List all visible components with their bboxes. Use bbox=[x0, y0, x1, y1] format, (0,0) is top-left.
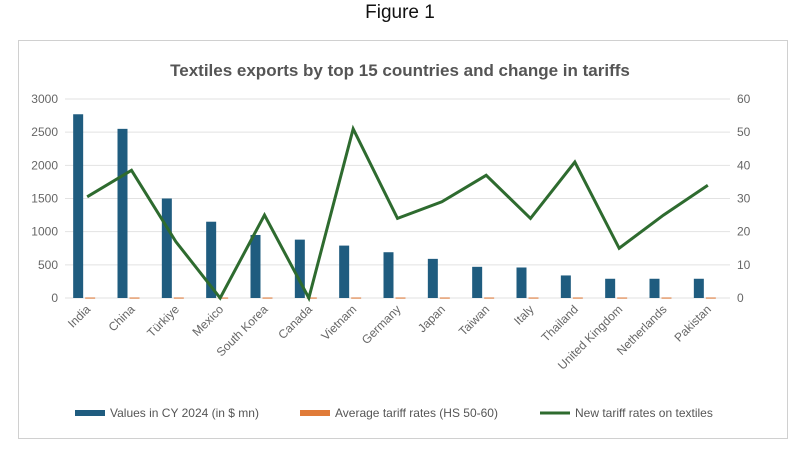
export-value-bar bbox=[649, 278, 660, 298]
avg-tariff-bar bbox=[306, 297, 317, 299]
export-value-bar bbox=[427, 258, 438, 298]
category-label: Japan bbox=[415, 302, 448, 335]
export-value-bar bbox=[383, 252, 394, 298]
export-value-bar bbox=[161, 198, 172, 298]
left-tick-label: 1000 bbox=[31, 225, 58, 239]
export-value-bar bbox=[605, 278, 616, 298]
legend-label: Average tariff rates (HS 50-60) bbox=[335, 406, 498, 420]
chart-frame bbox=[18, 40, 788, 439]
category-label: Taiwan bbox=[456, 302, 492, 338]
legend-label: Values in CY 2024 (in $ mn) bbox=[110, 406, 259, 420]
right-tick-label: 0 bbox=[737, 291, 744, 305]
category-label: India bbox=[65, 302, 94, 331]
new-tariff-line bbox=[86, 124, 709, 303]
avg-tariff-bar bbox=[661, 297, 672, 299]
export-value-bar bbox=[560, 275, 571, 298]
avg-tariff-bar bbox=[173, 297, 184, 299]
export-value-bar bbox=[117, 128, 128, 298]
right-tick-label: 10 bbox=[737, 258, 751, 272]
category-label: Pakistan bbox=[672, 302, 714, 344]
category-label: Italy bbox=[511, 302, 536, 327]
right-tick-label: 40 bbox=[737, 158, 751, 172]
left-tick-label: 2000 bbox=[31, 158, 58, 172]
avg-tariff-bar bbox=[85, 297, 96, 299]
right-tick-label: 30 bbox=[737, 192, 751, 206]
export-value-bar bbox=[693, 278, 704, 298]
legend-label: New tariff rates on textiles bbox=[575, 406, 713, 420]
export-value-bar bbox=[294, 239, 305, 298]
legend-swatch bbox=[75, 410, 105, 416]
category-label: Canada bbox=[275, 302, 315, 342]
left-tick-label: 500 bbox=[38, 258, 58, 272]
right-tick-label: 20 bbox=[737, 225, 751, 239]
legend-swatch bbox=[300, 410, 330, 416]
category-label: Thailand bbox=[539, 302, 581, 344]
export-value-bar bbox=[516, 267, 527, 298]
avg-tariff-bar bbox=[705, 297, 716, 299]
avg-tariff-bar bbox=[617, 297, 628, 299]
export-value-bar bbox=[472, 266, 483, 298]
export-value-bar bbox=[73, 114, 84, 298]
category-label: Vietnam bbox=[318, 302, 359, 343]
right-tick-label: 60 bbox=[737, 92, 751, 106]
left-tick-label: 1500 bbox=[31, 192, 58, 206]
avg-tariff-bar bbox=[439, 297, 450, 299]
avg-tariff-bar bbox=[129, 297, 140, 299]
left-tick-label: 3000 bbox=[31, 92, 58, 106]
category-label: Mexico bbox=[190, 302, 227, 339]
avg-tariff-bar bbox=[528, 297, 539, 299]
avg-tariff-bar bbox=[484, 297, 495, 299]
export-value-bar bbox=[250, 234, 261, 298]
avg-tariff-bar bbox=[262, 297, 273, 299]
figure-label: Figure 1 bbox=[365, 2, 435, 23]
export-value-bar bbox=[206, 221, 217, 298]
avg-tariff-bar bbox=[395, 297, 406, 299]
category-label: Türkiye bbox=[144, 302, 182, 340]
avg-tariff-bar bbox=[572, 297, 583, 299]
avg-tariff-bar bbox=[218, 297, 229, 299]
chart-title: Textiles exports by top 15 countries and… bbox=[170, 61, 630, 80]
left-tick-label: 2500 bbox=[31, 125, 58, 139]
right-tick-label: 50 bbox=[737, 125, 751, 139]
export-value-bar bbox=[339, 245, 350, 298]
avg-tariff-bar bbox=[351, 297, 362, 299]
category-label: Germany bbox=[359, 302, 404, 347]
category-label: China bbox=[106, 302, 138, 334]
left-tick-label: 0 bbox=[51, 291, 58, 305]
